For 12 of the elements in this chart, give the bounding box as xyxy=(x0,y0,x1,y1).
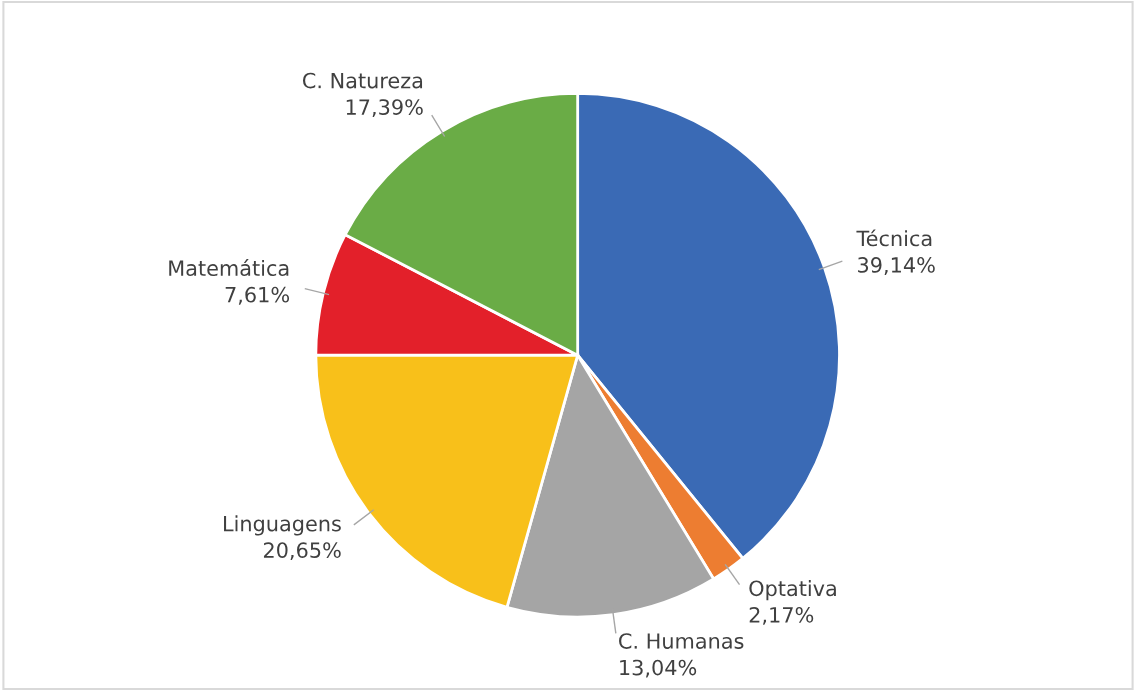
slice-label: Optativa xyxy=(749,580,836,601)
data-label: 20,65% xyxy=(263,542,341,561)
data-label: 17,39% xyxy=(346,99,423,118)
slice-label: Técnica xyxy=(856,229,932,247)
data-label: 39,14% xyxy=(858,257,935,275)
slice-label: C. Natureza xyxy=(302,72,423,89)
slice-label: Linguagens xyxy=(224,515,341,536)
slice-label: C. Humanas xyxy=(619,633,744,649)
slice-label: Matemática xyxy=(169,259,289,277)
data-label: 7,61% xyxy=(225,286,290,305)
data-label: 13,04% xyxy=(620,659,697,678)
data-label: 2,17% xyxy=(749,606,814,625)
